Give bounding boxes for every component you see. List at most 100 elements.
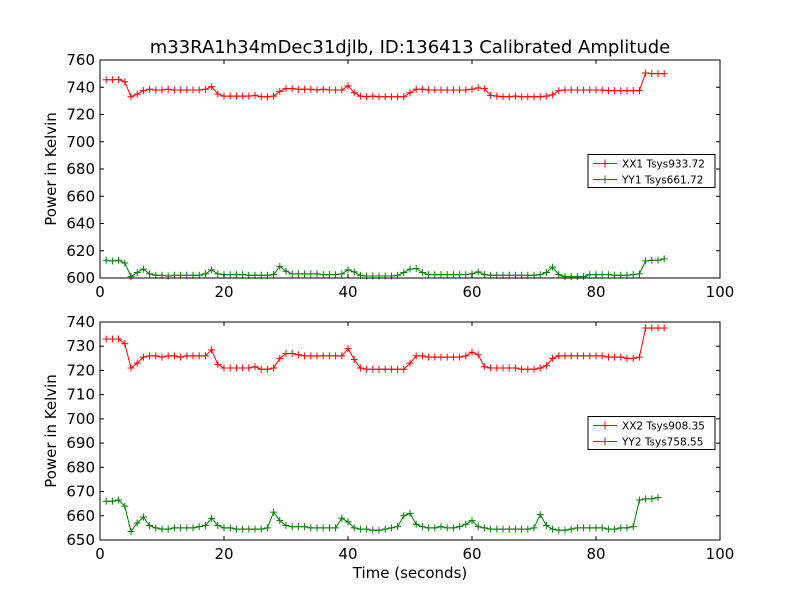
plot2-series-2-point: [294, 523, 302, 531]
plot2: 0 20 40 60 80 100 650 660 670 680 690 700 710 720 730 7…: [42, 313, 734, 563]
plot2-series-1-point: [356, 364, 364, 372]
plot2-series-2-point: [480, 524, 488, 532]
plot1-series-2-point: [536, 271, 544, 279]
plot2-series-1-point: [418, 352, 426, 360]
plot2-series-2-point: [499, 525, 507, 533]
plot2-y-tick-label: 690: [66, 434, 95, 452]
plot2-series-2-point: [164, 525, 172, 533]
plot2-series-1-point: [561, 352, 569, 360]
plot1-series-2-point: [102, 256, 110, 264]
plot2-series-1-point: [642, 324, 650, 332]
plot2-series-1-point: [487, 364, 495, 372]
plot1-series-1-point: [232, 92, 240, 100]
plot1-series-2-point: [573, 273, 581, 281]
plot2-series-2-point: [133, 519, 141, 527]
plot2-y-tick-label: 660: [66, 507, 95, 525]
plot2-series-2-point: [220, 524, 228, 532]
plot1-series-1-point: [251, 91, 259, 99]
plot1-series-1-point: [499, 93, 507, 101]
plot2-series-2-point: [177, 524, 185, 532]
plot1-x-tick-label: 80: [586, 283, 605, 301]
plot2-series-1-point: [549, 354, 557, 362]
plot2-series-1-point: [257, 365, 265, 373]
plot2-series-1-point: [611, 353, 619, 361]
plot1-y-tick-label: 700: [66, 133, 95, 151]
plot1-series-1-point: [660, 70, 668, 78]
plot2-series-1-point: [381, 365, 389, 373]
plot2-x-tick-label: 60: [462, 545, 481, 563]
plot2-series-1-point: [170, 352, 178, 360]
plot2-series-2-point: [654, 494, 662, 502]
plot1-series-2-point: [635, 270, 643, 278]
plot1-series-2-point: [226, 271, 234, 279]
plot1-series-2-point: [542, 269, 550, 277]
plot2-series-2-point: [208, 514, 216, 522]
plot2-x-tick-label: 80: [586, 545, 605, 563]
plot2-series-2-point: [263, 524, 271, 532]
plot1-x-tick-label: 60: [462, 283, 481, 301]
plot2-series-1-point: [449, 353, 457, 361]
plot1-series-1-point: [530, 93, 538, 101]
plot2-series-2-point: [214, 521, 222, 529]
plot2-series-2-point: [127, 528, 135, 536]
plot2-series-1-point: [431, 353, 439, 361]
plot1-series-1-point: [493, 92, 501, 100]
plot1-series-2-point: [406, 265, 414, 273]
plot2-series-1-point: [294, 351, 302, 359]
plot2-series-2-point: [152, 524, 160, 532]
plot1-series-1-point: [487, 91, 495, 99]
plot2-y-tick-label: 650: [66, 531, 95, 549]
plot2-series-2-point: [474, 523, 482, 531]
plot1-y-tick-label: 620: [66, 242, 95, 260]
plot1-series-1-point: [425, 86, 433, 94]
plot1-series-2-point: [301, 270, 309, 278]
plot1-series-2-point: [282, 267, 290, 275]
plot1-series-1-point: [394, 93, 402, 101]
plot1-series-2-point: [294, 270, 302, 278]
plot1-series-1-point: [313, 86, 321, 94]
plot1-series-1-point: [121, 78, 129, 86]
plot2-series-2-point: [338, 514, 346, 522]
plot2-series-1-point: [505, 364, 513, 372]
plot1-series-2-point: [332, 271, 340, 279]
plot1-series-2-point: [115, 256, 123, 264]
plot2-series-2-point: [412, 520, 420, 528]
plot2-series-2-point: [301, 523, 309, 531]
plot2-series-2-point: [313, 524, 321, 532]
plot1-series-1-point: [133, 90, 141, 98]
plot2-series-1-point: [480, 363, 488, 371]
plot2-series-1-point: [530, 365, 538, 373]
plot2-legend-marker-1: [601, 421, 609, 430]
plot1-series-1-point: [177, 86, 185, 94]
plot1-series-1-point: [363, 93, 371, 101]
plot2-series-2-point: [270, 508, 278, 516]
plot2-legend-marker-2: [601, 437, 609, 446]
plot1-series-1-point: [344, 82, 352, 90]
plot2-series-2-point: [288, 523, 296, 531]
plot2-series-1-point: [127, 364, 135, 372]
plot1-series-1-point: [437, 86, 445, 94]
plot1-series-1-point: [524, 93, 532, 101]
plot1-y-tick-label: 680: [66, 160, 95, 178]
plot1-series-1-point: [350, 89, 358, 97]
plot2-series-2-point: [468, 517, 476, 525]
plot1-series-2-point: [400, 269, 408, 277]
plot1-series-2-point: [598, 271, 606, 279]
x-axis-label: Time (seconds): [352, 564, 468, 582]
plot1-series-1-point: [139, 87, 147, 95]
plot1-series-1-point: [338, 86, 346, 94]
plot2-series-2-point: [332, 524, 340, 532]
plot1-series-1-point: [226, 92, 234, 100]
plot2-series-1-point: [263, 365, 271, 373]
plot2-series-2-point: [406, 509, 414, 517]
plot1-legend-label-2: YY1 Tsys661.72: [621, 175, 703, 187]
plot1-series-1-point: [462, 86, 470, 94]
plot2-legend-label-1: XX2 Tsys908.35: [622, 421, 705, 433]
plot2-series-1-point: [542, 362, 550, 370]
plot1-series-2-point: [239, 271, 247, 279]
plot1-series-2-point: [214, 270, 222, 278]
plot1-series-2-point: [208, 266, 216, 274]
plot2-series-1-point: [245, 364, 253, 372]
plot2-series-2-point: [542, 521, 550, 529]
